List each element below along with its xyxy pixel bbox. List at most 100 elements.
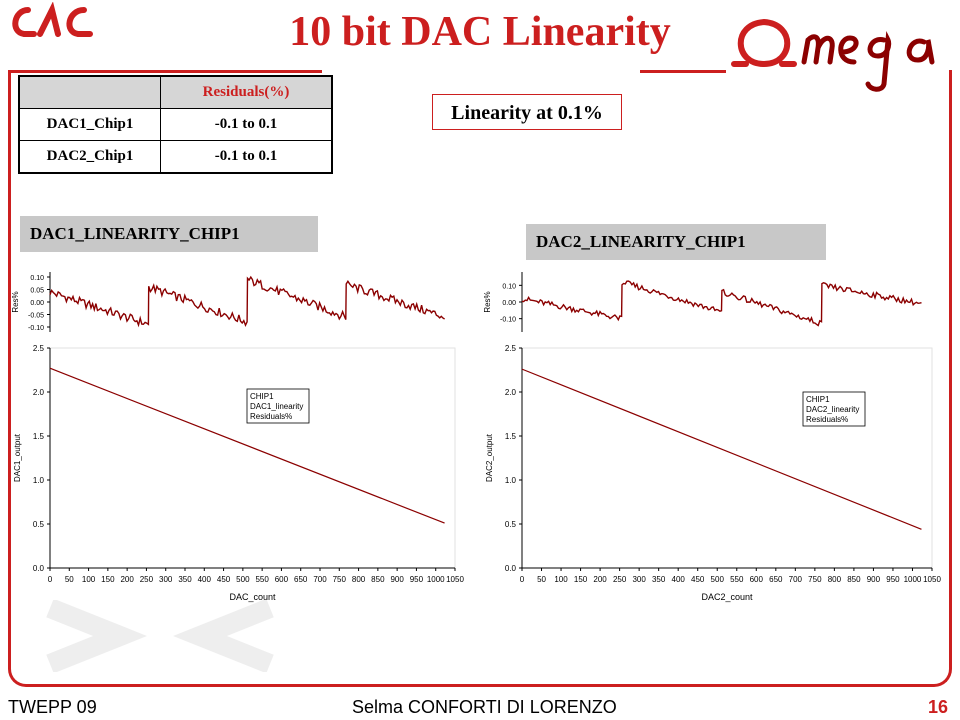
- x-tick-label: 400: [672, 575, 686, 584]
- x-tick-label: 600: [275, 575, 289, 584]
- table-header-cell: Residuals(%): [160, 75, 333, 109]
- x-tick-label: 50: [537, 575, 546, 584]
- slide-title: 10 bit DAC Linearity: [289, 9, 671, 55]
- x-tick-label: 1050: [923, 575, 941, 584]
- watermark-logo: [46, 600, 274, 672]
- y-tick-label: 1.0: [505, 476, 517, 485]
- x-tick-label: 750: [333, 575, 347, 584]
- residual-y-tick-label: -0.10: [28, 325, 44, 332]
- chart-dac1: 0.0 0.5 1.0 1.5 2.0 2.5 0.10 0.05 0.00 -0.05 -0.10…: [11, 272, 464, 602]
- x-tick-label: 450: [217, 575, 231, 584]
- x-tick-label: 1050: [446, 575, 464, 584]
- slide-frame: [8, 70, 952, 687]
- residual-y-axis-label: Res%: [483, 291, 492, 312]
- x-tick-label: 1000: [427, 575, 445, 584]
- y-tick-label: 1.5: [33, 432, 45, 441]
- table-header-row: Residuals(%): [18, 75, 333, 109]
- x-tick-label: 950: [410, 575, 424, 584]
- frame-top-left: [8, 70, 322, 73]
- y-tick-label: 2.0: [33, 388, 45, 397]
- frame-top-right: [640, 70, 726, 73]
- residuals-line: [49, 275, 445, 328]
- plot-area: [521, 347, 933, 569]
- x-tick-label: 700: [789, 575, 803, 584]
- x-tick-label: 650: [294, 575, 308, 584]
- legend-entry: CHIP1: [806, 395, 830, 404]
- y-tick-label: 0.0: [33, 564, 45, 573]
- linearity-line: [521, 368, 922, 530]
- x-axis-label: DAC2_count: [701, 592, 753, 602]
- table-cell: -0.1 to 0.1: [160, 140, 333, 174]
- y-tick-label: 1.0: [33, 476, 45, 485]
- table-cell: DAC1_Chip1: [18, 108, 161, 141]
- y-tick-label: 2.5: [505, 344, 517, 353]
- y-axis-label: DAC2_output: [485, 433, 494, 482]
- legend-entry: DAC2_linearity: [806, 405, 859, 414]
- legend-entry: Residuals%: [806, 415, 848, 424]
- x-tick-label: 250: [140, 575, 154, 584]
- x-tick-label: 1000: [904, 575, 922, 584]
- x-tick-label: 100: [554, 575, 568, 584]
- x-tick-label: 750: [808, 575, 822, 584]
- x-tick-label: 550: [730, 575, 744, 584]
- y-axis-label: DAC1_output: [13, 433, 22, 482]
- page-number: 16: [928, 697, 949, 717]
- legend-box: [246, 388, 310, 424]
- x-tick-label: 850: [847, 575, 861, 584]
- residual-y-tick-label: 0.10: [30, 275, 44, 282]
- linearity-line: [49, 367, 445, 524]
- x-tick-label: 300: [159, 575, 173, 584]
- x-tick-label: 150: [101, 575, 115, 584]
- residual-y-tick-label: 0.00: [502, 300, 516, 307]
- footer-event: TWEPP 09: [8, 697, 97, 717]
- residual-y-axis-label: Res%: [11, 291, 20, 312]
- linearity-callout: Linearity at 0.1%: [432, 94, 622, 130]
- x-tick-label: 650: [769, 575, 783, 584]
- x-tick-label: 100: [82, 575, 96, 584]
- plot-area: [49, 347, 456, 569]
- y-tick-label: 0.5: [505, 520, 517, 529]
- legend-entry: Residuals%: [250, 412, 292, 421]
- y-tick-label: 2.0: [505, 388, 517, 397]
- chart-tag-dac1: DAC1_LINEARITY_CHIP1: [20, 216, 318, 252]
- table-row: DAC1_Chip1 -0.1 to 0.1: [18, 108, 333, 141]
- x-tick-label: 600: [750, 575, 764, 584]
- x-tick-label: 150: [574, 575, 588, 584]
- residuals-line: [521, 280, 922, 327]
- x-tick-label: 500: [236, 575, 250, 584]
- x-tick-label: 50: [65, 575, 74, 584]
- residual-y-tick-label: -0.10: [500, 317, 516, 324]
- y-tick-label: 0.0: [505, 564, 517, 573]
- table-row: DAC2_Chip1 -0.1 to 0.1: [18, 140, 333, 174]
- x-tick-label: 250: [613, 575, 627, 584]
- x-tick-label: 850: [371, 575, 385, 584]
- x-tick-label: 200: [120, 575, 134, 584]
- x-tick-label: 900: [867, 575, 881, 584]
- x-tick-label: 700: [313, 575, 327, 584]
- y-tick-label: 2.5: [33, 344, 45, 353]
- y-tick-label: 1.5: [505, 432, 517, 441]
- y-tick-label: 0.5: [33, 520, 45, 529]
- x-tick-label: 900: [390, 575, 404, 584]
- table-header-cell: [18, 75, 161, 109]
- residuals-table: Residuals(%) DAC1_Chip1 -0.1 to 0.1 DAC2…: [18, 75, 333, 174]
- x-tick-label: 800: [352, 575, 366, 584]
- legend-entry: CHIP1: [250, 392, 274, 401]
- x-tick-label: 550: [255, 575, 269, 584]
- residual-y-tick-label: 0.00: [30, 300, 44, 307]
- x-tick-label: 950: [886, 575, 900, 584]
- footer-author: Selma CONFORTI DI LORENZO: [352, 697, 617, 717]
- x-tick-label: 350: [652, 575, 666, 584]
- x-tick-label: 300: [632, 575, 646, 584]
- legend-box: [802, 391, 866, 427]
- x-tick-label: 450: [691, 575, 705, 584]
- omega-logo: [731, 18, 935, 92]
- legend-entry: DAC1_linearity: [250, 402, 303, 411]
- table-cell: -0.1 to 0.1: [160, 108, 333, 141]
- residual-y-tick-label: 0.05: [30, 288, 44, 295]
- x-tick-label: 800: [828, 575, 842, 584]
- chart-dac2: 0.0 0.5 1.0 1.5 2.0 2.5 0.10 0.00 -0.10 0 50 100 150…: [483, 272, 941, 602]
- x-tick-label: 0: [48, 575, 53, 584]
- x-axis-label: DAC_count: [229, 592, 276, 602]
- x-tick-label: 200: [593, 575, 607, 584]
